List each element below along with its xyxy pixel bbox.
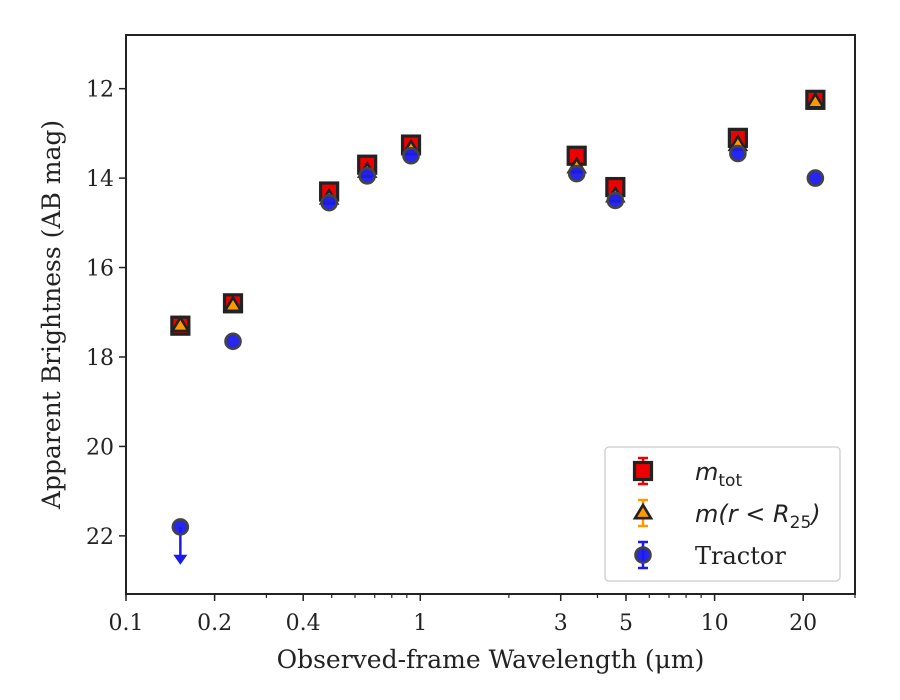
- upper-limit-arrow-head: [173, 554, 188, 565]
- x-axis-label: Observed-frame Wavelength (μm): [277, 645, 705, 674]
- legend-marker-triangle: [632, 502, 654, 520]
- data-point-circle: [606, 191, 625, 210]
- x-tick-label: 10: [701, 611, 729, 636]
- x-tick-label: 1: [413, 611, 427, 636]
- legend-label: m(r < R25): [695, 500, 821, 533]
- y-tick-label: 14: [86, 167, 114, 192]
- y-tick-label: 16: [86, 257, 114, 282]
- data-marks: [170, 89, 826, 565]
- legend-box: [604, 446, 841, 582]
- data-point-circle: [358, 167, 376, 185]
- data-point-triangle: [805, 91, 826, 109]
- y-tick-label: 18: [86, 346, 114, 371]
- y-tick-label: 22: [86, 525, 114, 550]
- data-point-circle: [224, 332, 242, 351]
- x-tick-label: 5: [619, 611, 633, 636]
- x-tick-labels: 0.1 0.2 0.4 1 3 5 10 20: [109, 611, 818, 636]
- y-tick-labels: 12 14 16 18 20 22: [86, 78, 114, 550]
- y-axis-label: Apparent Brightness (AB mag): [37, 120, 66, 510]
- data-point-circle: [171, 518, 190, 536]
- x-tick-label: 20: [789, 611, 817, 636]
- y-tick-label: 12: [86, 78, 114, 103]
- y-tick-label: 20: [86, 435, 114, 460]
- legend: mtot m(r < R25) Tractor: [604, 446, 841, 582]
- x-tick-label: 0.2: [197, 611, 232, 636]
- data-point-triangle: [222, 295, 244, 313]
- legend-label: Tractor: [695, 542, 786, 570]
- data-point-circle: [402, 146, 420, 165]
- data-point-triangle: [170, 315, 191, 333]
- x-tick-label: 3: [554, 611, 568, 636]
- data-point-circle: [806, 169, 825, 187]
- data-point-circle: [567, 164, 586, 183]
- data-point-circle: [729, 144, 747, 163]
- x-tick-label: 0.1: [109, 611, 144, 636]
- x-tick-label: 0.4: [286, 611, 321, 636]
- data-point-circle: [320, 193, 338, 212]
- legend-label: mtot: [695, 458, 742, 491]
- legend-marker-circle: [634, 546, 652, 564]
- plot-frame: [125, 34, 856, 595]
- legend-marker-square: [632, 460, 654, 482]
